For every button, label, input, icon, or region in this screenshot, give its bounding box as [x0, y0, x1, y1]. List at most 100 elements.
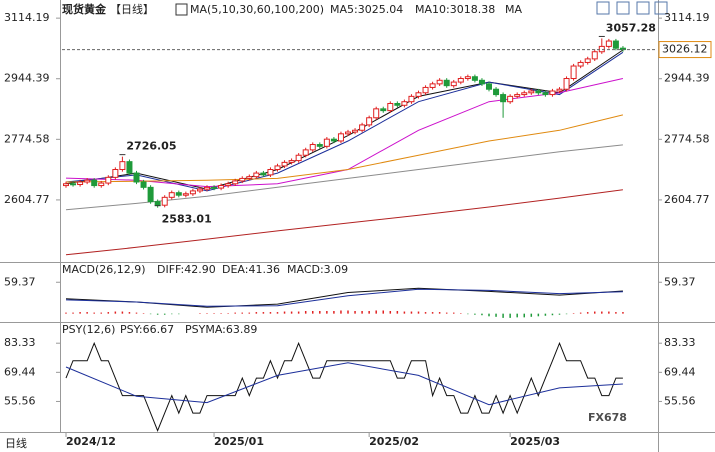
candle-body — [337, 133, 344, 142]
y-tick-label: 69.44 — [664, 365, 696, 378]
y-tick-label: 2944.39 — [664, 72, 710, 85]
candle-body — [443, 79, 450, 87]
candle-body — [140, 181, 147, 188]
indicator-icon[interactable] — [175, 3, 188, 16]
legend-entry: MA5:3025.04 — [330, 3, 403, 16]
chart-title: 现货黄金 — [62, 2, 107, 16]
psyma-line — [65, 362, 623, 406]
y-tick-label: 69.44 — [4, 365, 36, 378]
legend-entry: MACD:3.09 — [287, 263, 348, 276]
candle-body — [521, 92, 528, 96]
candle-body — [147, 186, 154, 203]
ma-line — [65, 144, 623, 211]
y-tick-label: 2944.39 — [4, 72, 50, 85]
y-tick-label: 2604.77 — [664, 193, 710, 206]
candle-body — [408, 95, 415, 103]
indicator-title: PSY(12,6) — [62, 323, 115, 336]
candle-body — [84, 179, 91, 183]
candle-body — [91, 179, 98, 187]
zoom-out-button[interactable] — [616, 1, 630, 15]
candle-body — [612, 40, 619, 49]
candle-body — [309, 144, 316, 151]
candle-body — [535, 90, 542, 94]
candle-body — [105, 176, 112, 184]
legend-entry: DEA:41.36 — [222, 263, 280, 276]
left-button[interactable] — [636, 1, 650, 15]
x-tick-label: 2024/12 — [66, 435, 116, 448]
candle-body — [295, 154, 302, 162]
candle-body — [591, 51, 598, 60]
candle-body — [429, 83, 436, 88]
x-tick-label: 2025/03 — [510, 435, 560, 448]
legend-entry: MA10:3018.38 — [415, 3, 495, 16]
candle-body — [63, 183, 69, 187]
candle-body — [486, 83, 492, 90]
y-tick-label: 2604.77 — [4, 193, 50, 206]
candle-body — [253, 172, 260, 178]
candle-body — [366, 117, 373, 126]
period-label: 【日线】 — [110, 2, 154, 16]
candle-body — [464, 76, 471, 80]
candle-body — [77, 181, 84, 185]
candle-body — [478, 79, 485, 85]
y-tick-label: 3114.19 — [664, 11, 710, 24]
period-footer: 日线 — [5, 436, 27, 450]
candle-body — [556, 88, 563, 92]
right-button[interactable] — [654, 1, 668, 15]
y-tick-label: 59.37 — [4, 275, 36, 288]
extreme-label: 3057.28 — [606, 21, 656, 34]
candle-body — [493, 88, 500, 96]
y-tick-label: 2774.58 — [664, 132, 710, 145]
x-tick-label: 2025/02 — [369, 435, 419, 448]
last-price-label: 3026.12 — [662, 43, 708, 56]
candle-body — [189, 190, 196, 195]
candle-body — [549, 90, 556, 96]
y-tick-label: 3114.19 — [4, 11, 50, 24]
legend-entry: PSYMA:63.89 — [185, 323, 257, 336]
extreme-label: 2583.01 — [162, 213, 212, 226]
macd-line — [65, 288, 623, 307]
candle-body — [267, 169, 274, 176]
candle-body — [133, 172, 140, 183]
candle-body — [563, 78, 570, 90]
candle-body — [584, 58, 591, 63]
candle-body — [225, 183, 232, 187]
candle-body — [154, 201, 161, 206]
candle-body — [450, 81, 457, 87]
candle-body — [196, 188, 203, 192]
candle-body — [471, 76, 478, 81]
candle-body — [281, 161, 288, 167]
ma-line — [65, 189, 623, 256]
candle-body — [528, 90, 535, 94]
candle-body — [422, 86, 429, 94]
y-tick-label: 83.33 — [4, 336, 36, 349]
candle-body — [542, 92, 549, 96]
candle-body — [274, 165, 281, 171]
extreme-label: 2726.05 — [126, 140, 176, 153]
candle-body — [570, 65, 577, 80]
candle-body — [457, 78, 464, 83]
candle-body — [514, 94, 521, 97]
candle-body — [352, 129, 359, 133]
candle-body — [218, 185, 225, 189]
candle-body — [119, 161, 126, 171]
candle-body — [436, 79, 443, 85]
candle-body — [577, 61, 584, 67]
y-tick-label: 55.56 — [664, 394, 696, 407]
candle-body — [168, 192, 175, 198]
candle-body — [500, 94, 507, 103]
last-price-box — [658, 41, 712, 59]
candle-body — [507, 95, 514, 103]
y-tick-label: 83.33 — [664, 336, 696, 349]
psy-line — [65, 341, 623, 432]
candle-body — [175, 192, 182, 196]
legend-entry: MA — [505, 3, 522, 16]
candle-body — [387, 102, 394, 112]
candle-body — [302, 149, 309, 156]
candle-body — [182, 193, 189, 196]
ma-line — [65, 51, 624, 192]
zoom-in-button[interactable] — [596, 1, 610, 15]
legend-entry: PSY:66.67 — [120, 323, 174, 336]
